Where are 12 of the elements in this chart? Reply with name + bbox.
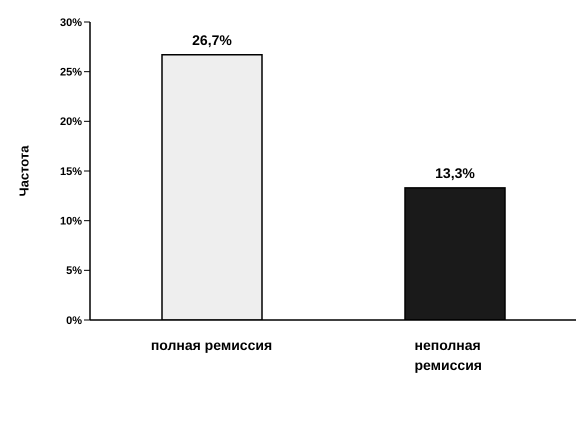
x-tick-label: неполная ремиссия — [414, 337, 482, 373]
y-tick-label: 0% — [66, 314, 82, 327]
y-tick-label: 20% — [60, 116, 82, 128]
y-tick-label: 30% — [60, 16, 82, 29]
y-tick-label: 25% — [60, 66, 82, 79]
y-tick-label: 15% — [60, 166, 82, 178]
x-tick-label: полная ремиссия — [150, 337, 272, 353]
data-label: 13,3% — [435, 164, 476, 181]
y-tick-label: 10% — [60, 216, 82, 228]
y-tick-label: 5% — [66, 265, 82, 278]
y-axis-title: Частота — [16, 144, 32, 197]
data-label: 26,7% — [192, 32, 232, 48]
